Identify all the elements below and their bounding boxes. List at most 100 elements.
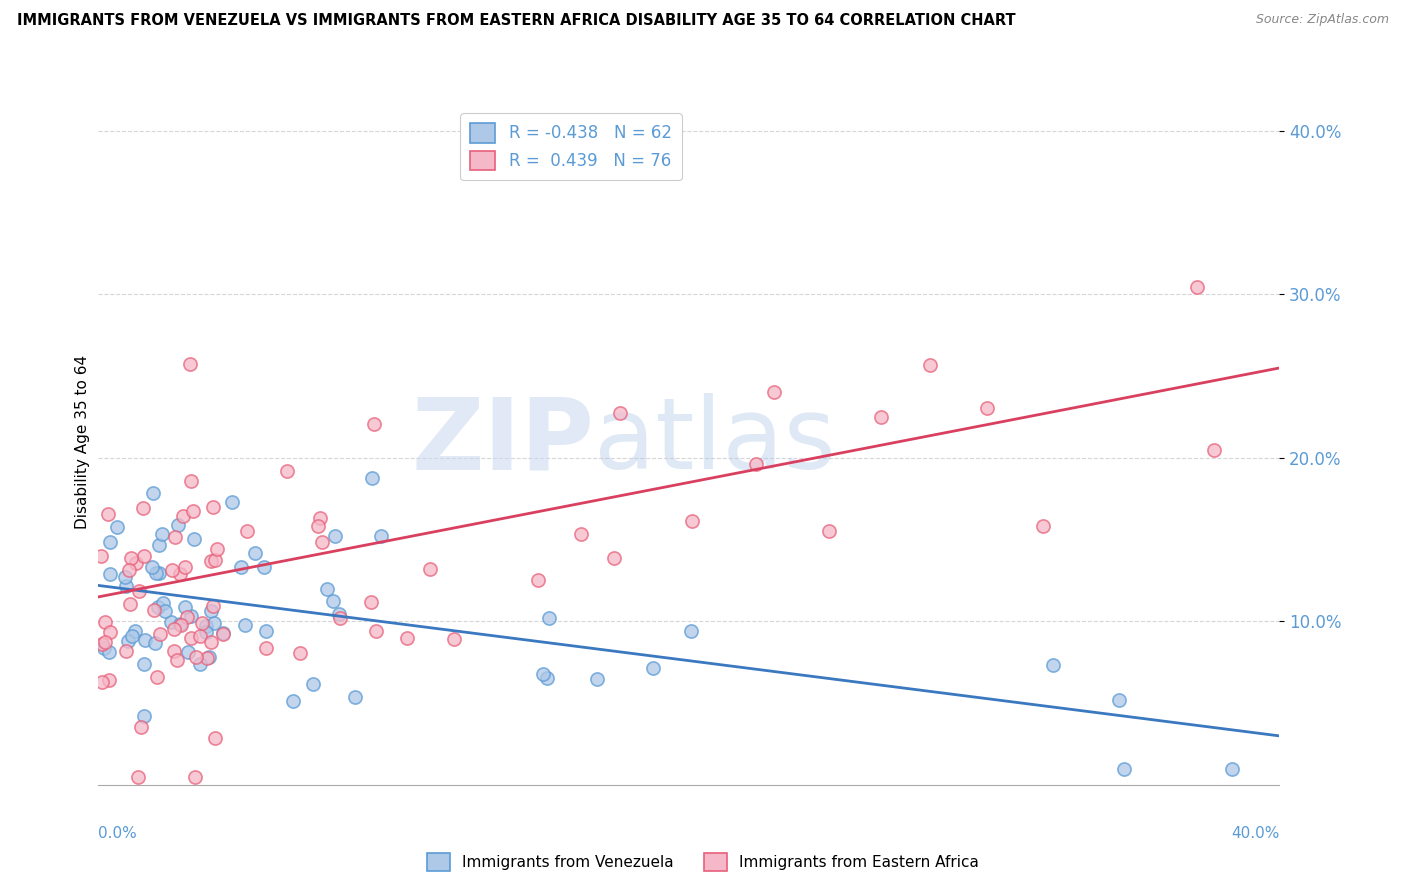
Point [152, 596, 174, 610]
Point [131, 501, 153, 516]
Point [1185, 280, 1208, 294]
Point [153, 604, 176, 618]
Point [301, 677, 323, 691]
Point [1042, 658, 1064, 673]
Point [221, 495, 243, 509]
Point [134, 657, 156, 671]
Point [207, 541, 229, 556]
Point [204, 731, 226, 745]
Point [134, 633, 156, 648]
Point [167, 517, 190, 532]
Point [443, 632, 465, 647]
Point [121, 628, 143, 642]
Point [145, 670, 167, 684]
Point [118, 598, 141, 612]
Point [308, 511, 330, 525]
Point [165, 530, 187, 544]
Point [120, 551, 142, 566]
Point [98, 645, 121, 659]
Point [202, 500, 225, 514]
Point [254, 624, 277, 638]
Point [360, 471, 382, 485]
Text: 40.0%: 40.0% [1232, 826, 1279, 841]
Point [118, 564, 141, 578]
Legend: R = -0.438   N = 62, R =  0.439   N = 76: R = -0.438 N = 62, R = 0.439 N = 76 [460, 113, 682, 180]
Point [173, 599, 195, 614]
Point [920, 358, 942, 372]
Point [363, 417, 385, 431]
Point [173, 560, 195, 574]
Point [97, 673, 120, 687]
Point [124, 624, 146, 638]
Point [745, 458, 768, 472]
Point [115, 579, 138, 593]
Point [97, 507, 120, 521]
Point [253, 560, 276, 574]
Point [322, 594, 344, 608]
Point [195, 625, 218, 640]
Point [163, 644, 186, 658]
Point [172, 509, 194, 524]
Point [360, 595, 382, 609]
Point [143, 636, 166, 650]
Point [191, 615, 214, 630]
Point [200, 554, 222, 568]
Point [131, 720, 153, 734]
Point [183, 533, 205, 547]
Point [229, 560, 252, 574]
Point [281, 693, 304, 707]
Point [128, 584, 150, 599]
Point [176, 610, 198, 624]
Point [98, 534, 121, 549]
Point [311, 535, 333, 549]
Point [212, 627, 235, 641]
Text: Source: ZipAtlas.com: Source: ZipAtlas.com [1256, 13, 1389, 27]
Point [134, 549, 156, 564]
Point [679, 624, 702, 639]
Point [211, 626, 233, 640]
Point [146, 599, 169, 614]
Point [98, 625, 121, 640]
Point [177, 645, 200, 659]
Point [396, 631, 419, 645]
Point [536, 671, 558, 685]
Point [142, 603, 165, 617]
Point [200, 604, 222, 618]
Point [195, 619, 218, 633]
Text: IMMIGRANTS FROM VENEZUELA VS IMMIGRANTS FROM EASTERN AFRICA DISABILITY AGE 35 TO: IMMIGRANTS FROM VENEZUELA VS IMMIGRANTS … [17, 13, 1015, 29]
Point [233, 618, 256, 632]
Legend: Immigrants from Venezuela, Immigrants from Eastern Africa: Immigrants from Venezuela, Immigrants fr… [420, 847, 986, 877]
Point [188, 657, 211, 672]
Point [195, 650, 218, 665]
Point [197, 650, 219, 665]
Point [179, 358, 201, 372]
Point [527, 573, 550, 587]
Point [307, 519, 329, 533]
Point [329, 611, 352, 625]
Point [328, 607, 350, 622]
Point [183, 504, 205, 518]
Point [603, 550, 626, 565]
Point [1220, 762, 1243, 776]
Point [125, 557, 148, 571]
Point [204, 553, 226, 567]
Point [132, 709, 155, 723]
Text: 0.0%: 0.0% [98, 826, 138, 841]
Point [90, 549, 112, 563]
Point [366, 624, 388, 638]
Point [201, 599, 224, 613]
Point [180, 608, 202, 623]
Point [1202, 442, 1225, 457]
Point [537, 610, 560, 624]
Point [976, 401, 998, 415]
Point [1108, 693, 1130, 707]
Point [762, 385, 785, 400]
Point [105, 520, 128, 534]
Point [166, 653, 188, 667]
Point [180, 474, 202, 488]
Point [141, 559, 163, 574]
Point [145, 566, 167, 580]
Point [91, 675, 114, 690]
Point [94, 615, 117, 629]
Point [276, 464, 298, 478]
